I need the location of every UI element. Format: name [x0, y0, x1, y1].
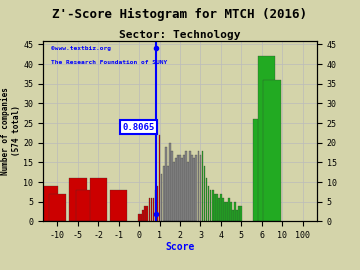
Bar [214, 194, 216, 221]
Bar [238, 206, 240, 221]
Bar [179, 154, 181, 221]
Bar [234, 202, 236, 221]
Bar [258, 56, 275, 221]
Bar [202, 151, 203, 221]
Bar [240, 206, 242, 221]
Bar [195, 154, 197, 221]
Bar [181, 158, 183, 221]
Bar [220, 194, 222, 221]
Bar [228, 198, 230, 221]
Bar [189, 151, 191, 221]
Bar [222, 198, 224, 221]
Text: Z'-Score Histogram for MTCH (2016): Z'-Score Histogram for MTCH (2016) [53, 8, 307, 21]
Bar [69, 178, 87, 221]
Bar [208, 186, 210, 221]
Bar [175, 158, 177, 221]
Bar [165, 147, 167, 221]
Bar [153, 198, 154, 221]
Bar [185, 151, 187, 221]
Bar [198, 151, 199, 221]
Bar [192, 154, 193, 221]
Bar [110, 190, 127, 221]
Bar [167, 166, 168, 221]
Bar [90, 178, 107, 221]
Bar [177, 154, 179, 221]
Bar [232, 210, 234, 221]
Bar [230, 202, 232, 221]
Bar [150, 198, 152, 221]
Bar [169, 143, 171, 221]
Bar [183, 154, 185, 221]
Bar [143, 210, 144, 221]
Text: ©www.textbiz.org: ©www.textbiz.org [51, 46, 111, 51]
Text: 0.8065: 0.8065 [122, 123, 154, 131]
Bar [193, 158, 195, 221]
Bar [140, 214, 142, 221]
Bar [206, 178, 207, 221]
Bar [147, 206, 148, 221]
Bar [49, 194, 66, 221]
Bar [199, 154, 201, 221]
Bar [263, 80, 280, 221]
Bar [138, 214, 140, 221]
Bar [41, 186, 58, 221]
Bar [155, 190, 156, 221]
Bar [171, 151, 173, 221]
Bar [161, 174, 162, 221]
Text: The Research Foundation of SUNY: The Research Foundation of SUNY [51, 60, 168, 65]
Bar [187, 163, 189, 221]
Bar [236, 210, 238, 221]
Bar [76, 190, 93, 221]
Bar [218, 198, 220, 221]
Bar [210, 190, 211, 221]
Bar [224, 202, 226, 221]
Bar [173, 163, 175, 221]
Bar [163, 166, 165, 221]
Bar [149, 198, 150, 221]
Bar [216, 194, 218, 221]
Bar [159, 135, 161, 221]
Bar [144, 206, 146, 221]
X-axis label: Score: Score [165, 241, 195, 252]
Text: Sector: Technology: Sector: Technology [119, 30, 241, 40]
Bar [226, 202, 228, 221]
Bar [204, 166, 205, 221]
Y-axis label: Number of companies
(574 total): Number of companies (574 total) [1, 87, 21, 175]
Bar [253, 119, 270, 221]
Bar [212, 190, 213, 221]
Bar [157, 186, 158, 221]
